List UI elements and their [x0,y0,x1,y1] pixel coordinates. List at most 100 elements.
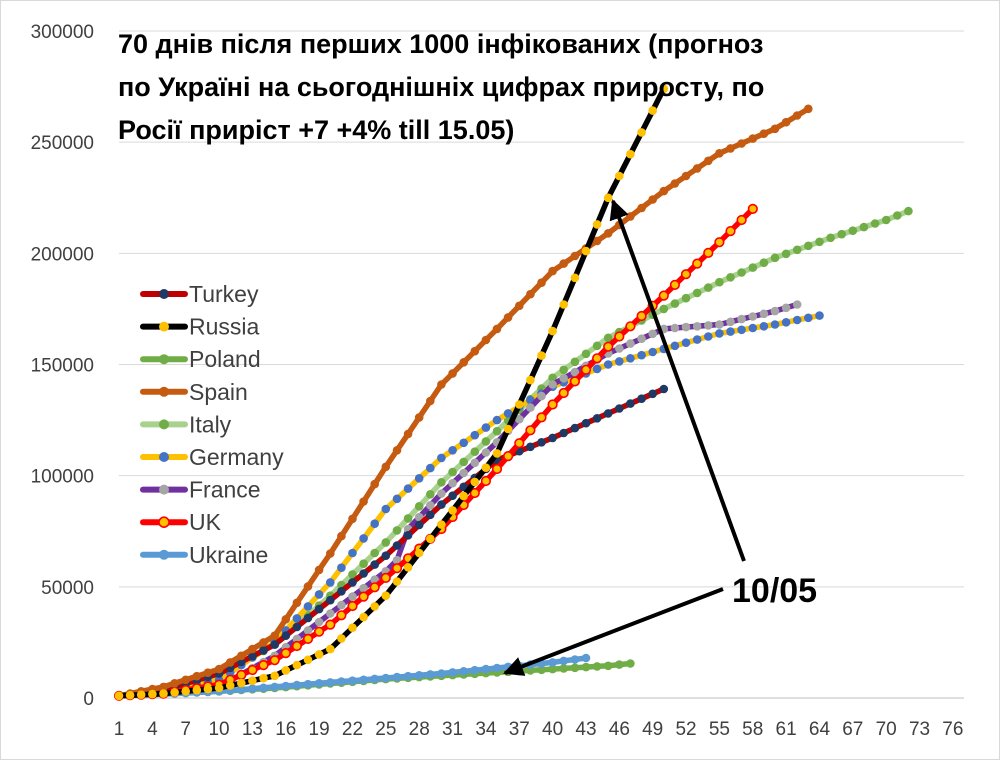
data-point [337,634,346,643]
y-tick-label: 100000 [31,467,94,488]
y-tick-label: 150000 [31,356,94,377]
data-point [559,664,568,673]
data-point [815,311,824,320]
data-point [826,233,835,243]
data-point [537,351,546,360]
annotation-label: 10/05 [732,572,817,610]
data-point [236,669,247,681]
data-point [592,220,602,229]
data-point [214,664,224,674]
legend-item-ukraine: Ukraine [140,542,268,568]
data-point [503,424,513,434]
data-point [648,195,657,204]
data-point [637,394,646,404]
legend-label: Turkey [189,281,259,307]
data-point [414,520,424,530]
data-point [770,320,780,329]
data-point [904,206,913,216]
data-point [281,681,291,691]
data-point [359,675,368,685]
legend-label: Ukraine [189,542,268,568]
data-point [626,399,635,408]
data-point [426,534,435,544]
data-point [448,478,457,488]
x-tick-label: 25 [375,719,396,740]
data-point [737,139,746,148]
data-point [559,259,568,268]
data-point [626,339,635,348]
data-point [348,514,357,524]
data-point [270,640,280,649]
data-point [181,687,190,696]
data-point [114,691,124,701]
data-point [804,104,813,114]
data-point [526,403,535,412]
data-point [280,647,291,659]
data-point [459,468,469,478]
data-point [715,149,724,158]
data-point [392,526,402,535]
data-point [381,591,391,600]
data-point [626,212,635,221]
chart-title-line-3: Росії приріст +7 +4% till 15.05) [118,115,514,145]
data-point [537,665,546,675]
data-point [580,364,592,375]
data-point [792,315,802,325]
data-point [470,447,480,457]
data-point [626,354,635,363]
legend-label: Italy [189,411,232,437]
data-point [314,604,324,614]
annotation-arrow-russia [609,199,746,562]
data-point [558,387,569,399]
data-point [148,689,157,699]
data-point [403,514,413,523]
data-point [570,367,580,377]
data-point [491,463,503,475]
data-point [303,613,313,623]
data-point [659,84,669,94]
data-point [437,500,446,509]
data-point [748,134,758,143]
data-point [526,375,535,385]
data-point [303,679,313,689]
data-point [270,631,280,640]
data-point [592,236,602,246]
data-point [292,622,302,632]
data-point [292,614,302,623]
gridlines [119,30,964,699]
data-point [203,684,213,694]
x-tick-label: 55 [709,719,730,740]
data-point [170,679,179,688]
data-point [570,655,580,664]
data-point [281,631,291,640]
data-point [336,610,347,621]
data-point [448,668,457,677]
data-point [759,129,769,138]
data-point [470,430,480,440]
data-point [359,612,368,622]
data-point [503,451,514,462]
data-point [480,475,492,487]
data-point [248,644,257,654]
data-point [548,373,557,383]
data-point [570,251,580,261]
x-tick-label: 1 [114,719,125,740]
data-point [314,650,324,659]
data-point [448,491,457,501]
data-point [314,590,324,599]
data-point [759,309,769,319]
data-point [403,563,413,572]
data-point [459,491,469,501]
legend-swatch-marker [159,549,169,560]
data-point [581,418,591,428]
data-point [370,479,380,489]
legend-label: UK [189,509,222,535]
data-point [603,341,614,352]
data-point [392,494,402,504]
data-point [615,357,624,366]
x-tick-label: 16 [275,719,296,740]
data-point [359,583,368,593]
data-point [348,623,357,632]
data-point [437,453,446,463]
